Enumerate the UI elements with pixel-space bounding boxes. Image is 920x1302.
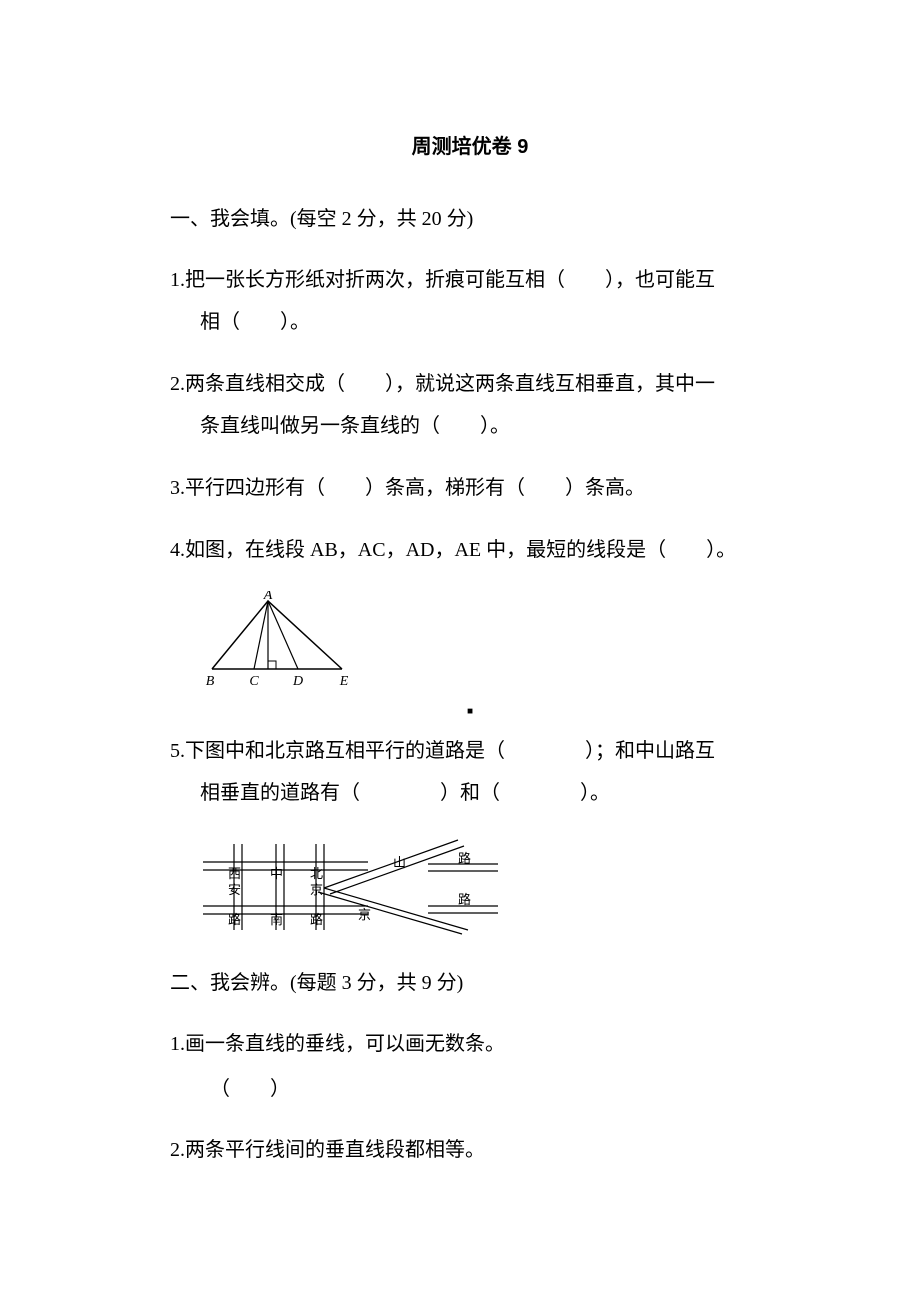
label-bj-2: 京 — [310, 882, 323, 897]
question-3: 3.平行四边形有（ ）条高，梯形有（ ）条高。 — [170, 467, 770, 509]
q5-line2: 相垂直的道路有（ ）和（ ）。 — [170, 772, 770, 814]
label-shan: 山 — [393, 855, 406, 870]
q2-line2: 条直线叫做另一条直线的（ ）。 — [170, 405, 770, 447]
label-bj-1: 北 — [310, 866, 323, 881]
page: 周测培优卷 9 一、我会填。(每空 2 分，共 20 分) 1.把一张长方形纸对… — [0, 0, 920, 1302]
question-2-2: 2.两条平行线间的垂直线段都相等。 — [170, 1129, 770, 1171]
label-bj-3: 路 — [310, 912, 323, 927]
label-xian-2: 安 — [228, 882, 241, 897]
question-4: 4.如图，在线段 AB，AC，AD，AE 中，最短的线段是（ ）。 — [170, 529, 770, 571]
label-xian-3: 路 — [228, 912, 241, 927]
label-jing: 京 — [358, 907, 371, 922]
label-C: C — [249, 674, 259, 689]
label-xian-1: 西 — [228, 866, 241, 881]
q1-line2: 相（ ）。 — [170, 301, 770, 343]
label-A: A — [263, 591, 273, 603]
label-zhong: 中 — [270, 866, 283, 881]
question-2-1: 1.画一条直线的垂线，可以画无数条。 — [170, 1023, 770, 1065]
center-marker: ■ — [170, 702, 770, 720]
label-E: E — [339, 674, 349, 689]
label-D: D — [292, 674, 303, 689]
section-1-head: 一、我会填。(每空 2 分，共 20 分) — [170, 203, 770, 235]
question-2: 2.两条直线相交成（ ），就说这两条直线互相垂直，其中一 条直线叫做另一条直线的… — [170, 363, 770, 447]
label-B: B — [206, 674, 215, 689]
question-5: 5.下图中和北京路互相平行的道路是（ ）；和中山路互 相垂直的道路有（ ）和（ … — [170, 730, 770, 814]
page-title: 周测培优卷 9 — [170, 130, 770, 159]
q2-line1: 2.两条直线相交成（ ），就说这两条直线互相垂直，其中一 — [170, 373, 715, 395]
q1-line1: 1.把一张长方形纸对折两次，折痕可能互相（ ），也可能互 — [170, 269, 715, 291]
question-1: 1.把一张长方形纸对折两次，折痕可能互相（ ），也可能互 相（ ）。 — [170, 259, 770, 343]
figure-q4-triangle: A B C D E — [198, 591, 770, 696]
label-nan: 南 — [270, 912, 283, 927]
q5-line1: 5.下图中和北京路互相平行的道路是（ ）；和中山路互 — [170, 740, 715, 762]
figure-q5-roadmap: 西 安 路 中 南 北 京 路 京 山 路 路 — [198, 834, 770, 949]
label-lu1: 路 — [458, 851, 471, 866]
section-2-head: 二、我会辨。(每题 3 分，共 9 分) — [170, 967, 770, 999]
label-lu2: 路 — [458, 892, 471, 907]
square-marker-icon: ■ — [467, 706, 473, 717]
answer-blank-2-1: （ ） — [170, 1069, 770, 1109]
